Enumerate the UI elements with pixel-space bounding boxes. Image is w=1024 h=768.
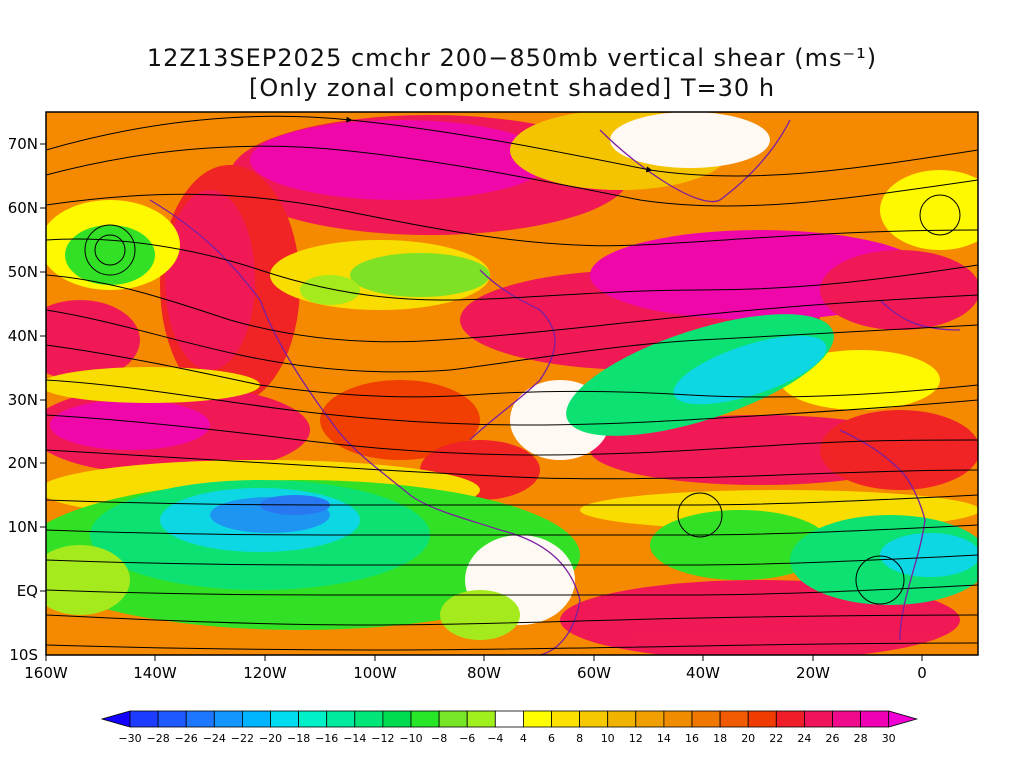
colorbar-tick-label: −4: [487, 732, 504, 745]
colorbar-swatch: [551, 710, 581, 728]
colorbar-tick-label: −12: [371, 732, 395, 745]
colorbar-tick-label: −8: [430, 732, 448, 745]
colorbar-tick-label: 14: [656, 732, 671, 745]
lon-tick-label: 60W: [577, 664, 611, 682]
colorbar-swatch: [185, 710, 215, 728]
lon-tick-label: 120W: [243, 664, 287, 682]
colorbar-tick-label: 20: [741, 732, 756, 745]
colorbar-swatch: [523, 710, 552, 728]
colorbar-swatch: [466, 710, 496, 728]
colorbar-swatch: [635, 710, 665, 728]
lat-tick-label: 40N: [7, 327, 38, 345]
colorbar-tick-label: −6: [459, 732, 476, 745]
colorbar-tick-label: 28: [853, 732, 868, 745]
colorbar-swatch: [270, 710, 300, 728]
colorbar-swatch: [241, 710, 271, 728]
lat-tick-label: 30N: [7, 391, 38, 409]
colorbar-tick-label: −28: [146, 732, 170, 745]
lon-tick-label: 100W: [353, 664, 397, 682]
lon-tick-label: 20W: [796, 664, 830, 682]
colorbar-tick-label: 10: [600, 732, 615, 745]
lon-tick-label: 140W: [133, 664, 177, 682]
colorbar-tick-label: −30: [118, 732, 142, 745]
colorbar-tick-label: −22: [230, 732, 254, 745]
colorbar-swatch: [354, 710, 384, 728]
colorbar-tick-label: 24: [797, 732, 812, 745]
colorbar-tick-label: 30: [881, 732, 896, 745]
colorbar-swatch: [832, 710, 862, 728]
colorbar-swatch: [579, 710, 609, 728]
colorbar-tick-label: −18: [286, 732, 311, 745]
colorbar-swatch: [804, 710, 833, 728]
tick-marks: [40, 143, 923, 661]
colorbar-swatch: [298, 710, 328, 728]
colorbar-tick-label: 26: [825, 732, 840, 745]
map-title: 12Z13SEP2025 cmchr 200−850mb vertical sh…: [146, 44, 878, 72]
colorbar-swatch: [747, 710, 777, 728]
lat-tick-label: 20N: [7, 454, 38, 472]
colorbar-swatch: [438, 710, 468, 728]
colorbar-tick-label: −14: [343, 732, 367, 745]
colorbar-tick-label: −10: [399, 732, 423, 745]
colorbar-swatch: [494, 710, 524, 728]
colorbar-tick-label: −24: [202, 732, 226, 745]
map-subtitle: [Only zonal componetnt shaded] T=30 h: [248, 74, 776, 102]
colorbar-tick-label: −16: [315, 732, 339, 745]
colorbar-tick-label: 8: [576, 732, 584, 745]
colorbar-swatch: [157, 710, 187, 728]
colorbar-tick-label: 4: [519, 732, 527, 745]
colorbar-swatch: [213, 710, 243, 728]
lat-tick-label: 70N: [7, 135, 38, 153]
colorbar-swatch: [691, 710, 721, 728]
colorbar-tick-label: 12: [628, 732, 643, 745]
colorbar-swatch: [860, 710, 890, 728]
lat-tick-label: 10S: [9, 646, 38, 664]
colorbar-swatch: [775, 710, 805, 728]
streamlines: [46, 115, 978, 651]
colorbar-swatch: [663, 710, 693, 728]
lat-tick-label: 10N: [7, 518, 38, 536]
colorbar-swatch: [382, 710, 412, 728]
colorbar-swatch: [129, 710, 159, 728]
colorbar-over-arrow: [888, 710, 919, 728]
lat-tick-label: 60N: [7, 199, 38, 217]
lon-tick-label: 80W: [467, 664, 501, 682]
lon-tick-label: 160W: [24, 664, 68, 682]
colorbar-tick-label: 6: [548, 732, 555, 745]
lat-tick-label: 50N: [7, 263, 38, 281]
colorbar-tick-label: 16: [685, 732, 699, 745]
colorbar-tick-label: −20: [258, 732, 283, 745]
colorbar-swatch: [410, 710, 440, 728]
colorbar-swatch: [607, 710, 637, 728]
lon-tick-label: 0: [917, 664, 927, 682]
colorbar-tick-label: 22: [769, 732, 784, 745]
map-frame: [45, 111, 979, 656]
lon-tick-label: 40W: [686, 664, 720, 682]
colorbar-swatch: [326, 710, 356, 728]
colorbar-tick-label: 18: [713, 732, 728, 745]
colorbar-under-arrow: [100, 710, 131, 728]
colorbar-tick-label: −26: [174, 732, 198, 745]
lat-tick-label: EQ: [16, 582, 38, 600]
colorbar-swatch: [719, 710, 749, 728]
